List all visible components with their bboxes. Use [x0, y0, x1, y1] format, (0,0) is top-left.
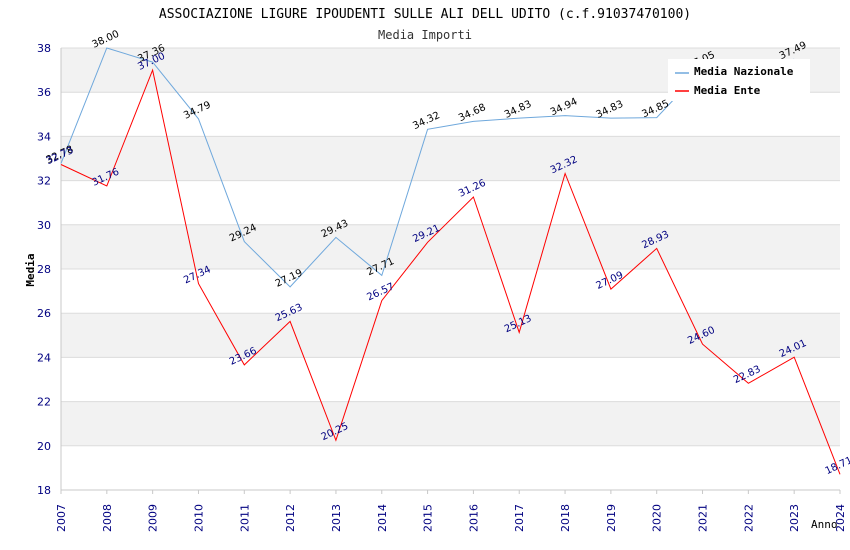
y-tick-label: 36	[37, 86, 51, 99]
x-tick-label: 2023	[788, 504, 801, 532]
band	[61, 401, 840, 446]
series-line-1	[60, 68, 841, 475]
legend-label-ente: Media Ente	[694, 84, 761, 97]
series-line-0	[60, 47, 795, 288]
background-bands	[61, 48, 840, 446]
y-tick-label: 24	[37, 351, 51, 364]
x-tick-label: 2021	[697, 504, 710, 532]
series-lines	[60, 47, 841, 475]
x-tick-label: 2015	[422, 504, 435, 532]
data-label: 34.32	[411, 110, 442, 132]
y-tick-label: 26	[37, 307, 51, 320]
x-tick-label: 2009	[147, 504, 160, 532]
y-tick-label: 34	[37, 130, 51, 143]
x-tick-labels: 2007 2008 2009 2010 2011 2012 2013 2014 2015 2016…	[55, 490, 847, 532]
x-tick-label: 2018	[559, 504, 572, 532]
chart-title: ASSOCIAZIONE LIGURE IPOUDENTI SULLE ALI …	[159, 7, 691, 22]
y-tick-label: 20	[37, 440, 51, 453]
data-label: 34.94	[549, 96, 580, 118]
legend: Media Nazionale Media Ente	[668, 59, 810, 101]
y-tick-label: 32	[37, 175, 51, 188]
x-tick-label: 2007	[55, 504, 68, 532]
data-label: 27.09	[595, 270, 626, 292]
y-tick-label: 28	[37, 263, 51, 276]
data-label: 26.57	[365, 281, 396, 303]
chart-subtitle: Media Importi	[378, 28, 472, 42]
y-tick-labels: 18 20 22 24 26 28 30 32 34 36 38	[37, 42, 51, 497]
y-tick-label: 38	[37, 42, 51, 55]
y-tick-label: 22	[37, 396, 51, 409]
data-label: 18.71	[824, 455, 850, 477]
x-axis-label: Anno	[811, 518, 838, 531]
x-tick-label: 2011	[238, 504, 251, 532]
band	[61, 224, 840, 269]
y-axis-label: Media	[24, 253, 37, 286]
band	[61, 136, 840, 181]
data-label: 34.79	[182, 100, 213, 122]
x-tick-label: 2013	[330, 504, 343, 532]
legend-label-nazionale: Media Nazionale	[694, 65, 794, 78]
x-tick-label: 2022	[742, 504, 755, 532]
x-tick-label: 2012	[284, 504, 297, 532]
x-tick-label: 2010	[192, 504, 205, 532]
legend-box	[668, 59, 810, 101]
y-tick-label: 18	[37, 484, 51, 497]
x-tick-label: 2019	[605, 504, 618, 532]
x-tick-label: 2016	[467, 504, 480, 532]
data-label: 34.85	[640, 98, 671, 120]
x-tick-label: 2017	[513, 504, 526, 532]
x-tick-label: 2014	[376, 504, 389, 532]
data-label: 38.00	[90, 29, 121, 51]
band	[61, 313, 840, 358]
x-tick-label: 2020	[651, 504, 664, 532]
x-tick-label: 2024	[834, 504, 847, 532]
x-tick-label: 2008	[101, 504, 114, 532]
y-tick-label: 30	[37, 219, 51, 232]
